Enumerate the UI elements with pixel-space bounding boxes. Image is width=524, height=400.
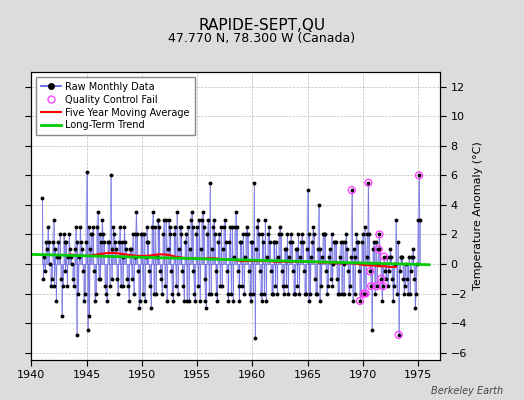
Point bbox=[364, 180, 373, 186]
Text: 47.770 N, 78.300 W (Canada): 47.770 N, 78.300 W (Canada) bbox=[168, 32, 356, 45]
Point bbox=[395, 332, 403, 338]
Point bbox=[380, 254, 388, 260]
Point bbox=[347, 187, 356, 193]
Point bbox=[379, 283, 387, 289]
Point bbox=[374, 246, 383, 252]
Legend: Raw Monthly Data, Quality Control Fail, Five Year Moving Average, Long-Term Tren: Raw Monthly Data, Quality Control Fail, … bbox=[36, 77, 195, 135]
Point bbox=[375, 231, 384, 238]
Point bbox=[356, 298, 364, 304]
Point bbox=[362, 290, 370, 297]
Point bbox=[359, 290, 368, 297]
Y-axis label: Temperature Anomaly (°C): Temperature Anomaly (°C) bbox=[473, 142, 483, 290]
Point bbox=[367, 283, 375, 289]
Point bbox=[415, 172, 423, 178]
Text: RAPIDE-SEPT,QU: RAPIDE-SEPT,QU bbox=[199, 18, 325, 33]
Point bbox=[366, 268, 374, 274]
Point bbox=[373, 283, 381, 289]
Point bbox=[377, 276, 386, 282]
Text: Berkeley Earth: Berkeley Earth bbox=[431, 386, 503, 396]
